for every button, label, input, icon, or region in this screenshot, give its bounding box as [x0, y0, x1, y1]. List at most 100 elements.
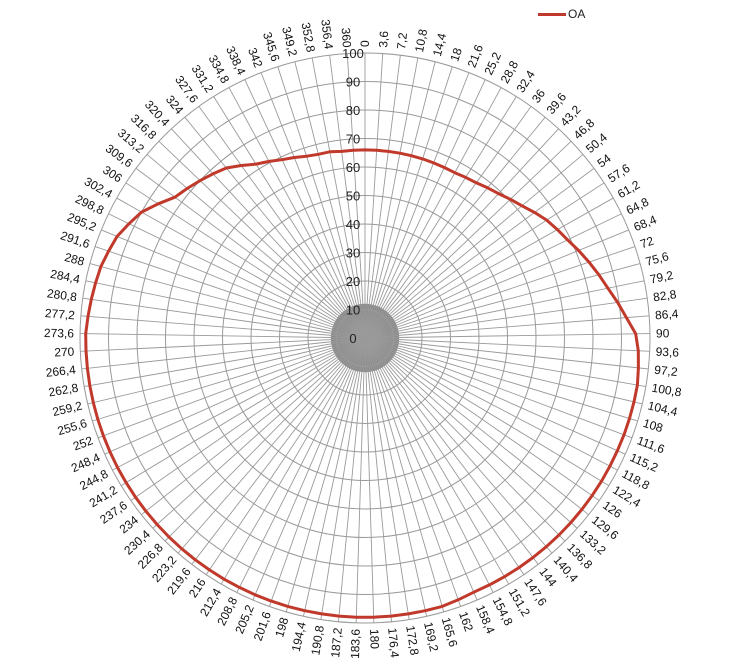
grid-spoke: [104, 337, 366, 455]
grid-spoke: [285, 337, 366, 613]
category-label: 291,6: [59, 228, 92, 251]
grid-spoke: [171, 128, 366, 339]
grid-spoke: [364, 337, 375, 623]
radial-tick-label: 40: [346, 217, 360, 232]
grid-spoke: [364, 79, 486, 339]
grid-spoke: [320, 337, 366, 620]
category-label: 198: [272, 615, 291, 638]
grid-spoke: [364, 337, 478, 601]
category-label: 3,6: [376, 30, 391, 48]
grid-spoke: [364, 72, 470, 339]
grid-spoke: [364, 229, 629, 339]
category-label: 288: [63, 250, 86, 269]
radial-tick-label: 30: [346, 246, 360, 261]
grid-spoke: [364, 337, 525, 575]
category-label: 72: [638, 234, 655, 252]
grid-spoke: [364, 337, 393, 622]
category-label: 342: [245, 46, 265, 70]
grid-spoke: [213, 96, 366, 339]
grid-spoke: [125, 182, 366, 339]
grid-spoke: [364, 337, 410, 620]
grid-spoke: [120, 337, 366, 486]
legend-swatch-oa: [538, 12, 566, 16]
grid-spoke: [94, 246, 366, 339]
category-label: 165,6: [439, 616, 461, 649]
category-label: 277,2: [44, 306, 75, 322]
grid-spoke: [116, 197, 366, 339]
grid-spoke: [364, 66, 453, 339]
grid-spoke: [364, 106, 532, 339]
grid-spoke: [364, 337, 600, 501]
category-label: 190,8: [308, 624, 327, 656]
grid-spoke: [364, 154, 584, 339]
grid-spoke: [244, 79, 366, 339]
grid-spoke: [364, 167, 595, 339]
category-label: 75,6: [644, 249, 671, 269]
series-layer: [84, 148, 640, 619]
grid-spoke: [364, 128, 559, 339]
grid-spoke: [364, 197, 614, 339]
category-label: 162: [456, 610, 476, 634]
radial-tick-label: 0: [349, 331, 356, 346]
grid-spoke: [108, 213, 366, 339]
grid-spoke: [84, 337, 366, 387]
grid-spoke: [220, 337, 366, 585]
category-label: 284,4: [49, 267, 82, 287]
grid-spoke: [191, 337, 366, 565]
grid-spoke: [205, 337, 366, 575]
category-label: 68,4: [632, 212, 659, 234]
radial-tick-label: 90: [346, 75, 360, 90]
chart-grid: [79, 52, 651, 624]
grid-spoke: [311, 57, 366, 339]
grid-spoke: [364, 337, 462, 607]
grid-spoke: [364, 246, 636, 339]
grid-spoke: [87, 337, 366, 405]
category-label: 86,4: [655, 307, 680, 323]
grid-spoke: [252, 337, 366, 601]
grid-spoke: [130, 337, 366, 501]
radial-tick-labels: 0 10 20 30 40 50 60 70 80 90 100: [342, 46, 364, 346]
grid-spoke: [355, 337, 366, 623]
grid-spoke: [364, 337, 626, 455]
grid-spoke: [364, 61, 436, 339]
grid-spoke: [236, 337, 366, 593]
grid-spoke: [364, 337, 646, 387]
grid-spoke: [364, 55, 401, 339]
grid-spoke: [364, 213, 622, 339]
grid-spoke: [364, 337, 494, 593]
grid-spoke: [277, 66, 366, 339]
grid-spoke: [158, 140, 366, 339]
category-label: 259,2: [51, 398, 84, 419]
category-label: 252: [71, 433, 95, 453]
category-label: 349,2: [279, 25, 300, 58]
radial-tick-label: 80: [346, 103, 360, 118]
grid-spoke: [364, 297, 648, 339]
radial-tick-label: 100: [342, 46, 364, 61]
category-label: 90: [656, 326, 670, 340]
grid-spoke: [346, 53, 366, 339]
radial-tick-label: 10: [346, 303, 360, 318]
grid-spoke: [364, 337, 638, 422]
grid-spoke: [364, 337, 428, 617]
grid-spoke: [80, 333, 366, 339]
category-label: 180: [367, 629, 382, 650]
category-label: 108: [641, 416, 665, 435]
category-label: 36: [529, 86, 548, 105]
radial-tick-label: 70: [346, 132, 360, 147]
grid-spoke: [184, 116, 366, 339]
grid-spoke: [364, 337, 643, 405]
category-label: 0: [358, 40, 372, 47]
grid-spoke: [364, 337, 510, 585]
grid-spoke: [364, 337, 553, 554]
grid-spoke: [364, 337, 539, 565]
grid-spoke: [337, 337, 366, 622]
grid-spoke: [92, 337, 366, 422]
grid-spoke: [364, 280, 645, 339]
category-label: 183,6: [348, 628, 363, 659]
category-label: 270: [54, 345, 75, 360]
category-label: 176,4: [385, 627, 402, 659]
grid-spoke: [177, 337, 366, 554]
category-label: 14,4: [430, 31, 449, 57]
grid-spoke: [228, 87, 366, 339]
